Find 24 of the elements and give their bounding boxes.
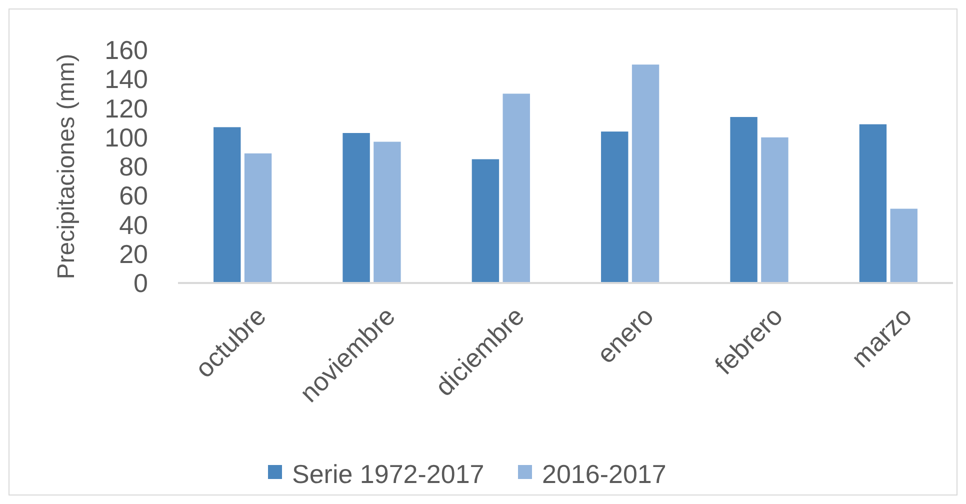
bar: [859, 124, 887, 283]
bar: [244, 153, 272, 283]
y-tick-label: 20: [119, 238, 148, 269]
y-tick-label: 40: [119, 210, 148, 240]
bar: [472, 159, 500, 283]
bar: [761, 137, 788, 283]
y-tick-label: 100: [104, 122, 148, 152]
bar: [632, 64, 660, 283]
y-tick-label: 60: [119, 180, 148, 211]
legend-label: Serie 1972-2017: [292, 459, 484, 490]
y-tick-label: 140: [104, 64, 148, 94]
y-axis-title: Precipitaciones (mm): [53, 54, 80, 280]
y-tick-label: 80: [119, 152, 148, 182]
bar: [214, 127, 241, 283]
bar: [342, 133, 370, 283]
y-tick-label: 120: [104, 93, 148, 124]
legend-label: 2016-2017: [542, 459, 666, 490]
bar: [730, 116, 758, 283]
bar: [890, 208, 918, 283]
bar: [502, 94, 530, 283]
bar: [601, 132, 628, 283]
bar: [374, 142, 401, 283]
y-tick-label: 0: [134, 268, 148, 298]
y-tick-label: 160: [104, 35, 148, 66]
